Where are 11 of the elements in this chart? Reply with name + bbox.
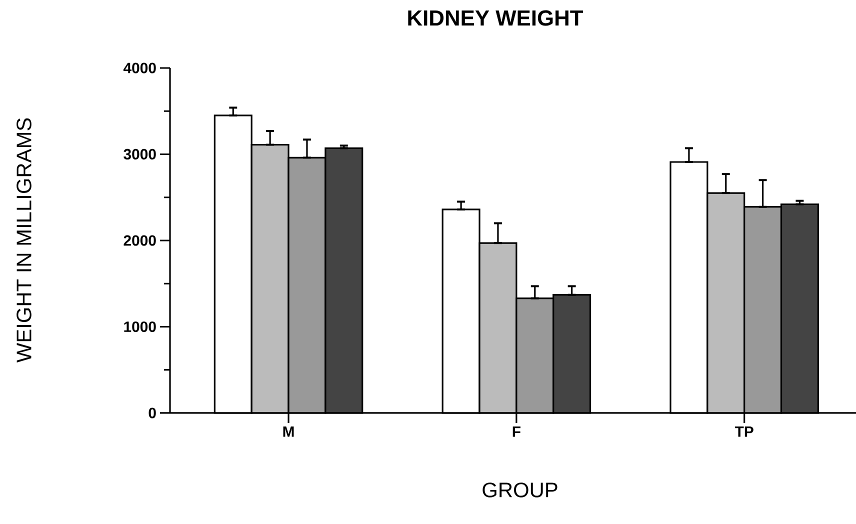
y-tick-label: 4000 [123, 62, 156, 74]
x-axis-title: GROUP [482, 482, 558, 498]
y-tick-label: 1000 [124, 321, 156, 332]
chart-title: KIDNEY WEIGHT [408, 10, 584, 26]
x-tick-label: M [283, 426, 294, 437]
y-tick-label: 3000 [124, 148, 156, 160]
x-tick-label: TP [734, 426, 754, 437]
y-tick-label: 2000 [124, 235, 156, 246]
y-axis-title: WEIGHT IN MILLIGRAMS [16, 118, 32, 363]
x-tick-label: F [512, 426, 520, 437]
y-tick-label: 0 [148, 408, 156, 418]
